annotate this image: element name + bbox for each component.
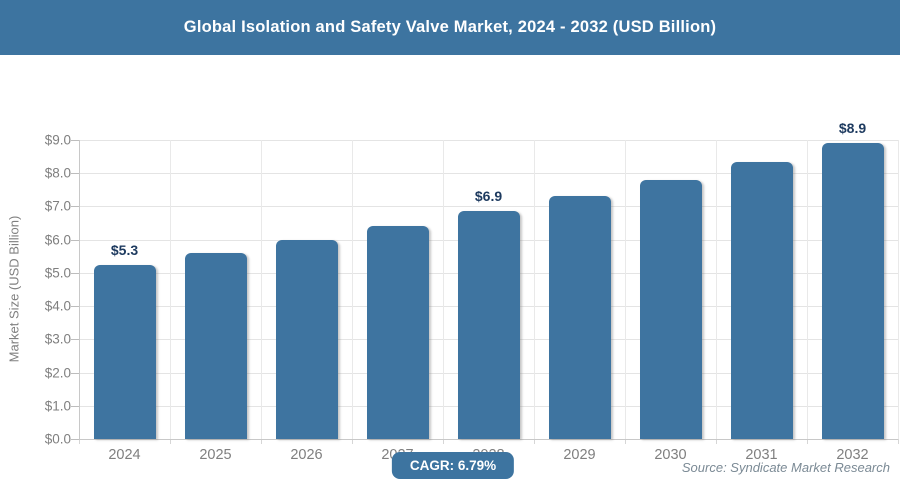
y-tick-label: $6.0	[44, 232, 71, 248]
y-axis-title: Market Size (USD Billion)	[6, 215, 22, 363]
y-axis-tick	[71, 306, 79, 308]
gridline-horizontal	[79, 140, 898, 141]
bar	[457, 211, 520, 439]
gridline-horizontal	[79, 206, 898, 208]
bar-value-label: $6.9	[474, 188, 503, 205]
x-tick-label: 2030	[654, 447, 687, 463]
bar	[275, 239, 338, 439]
bar-chart: Market Size (USD Billion) $0.0 $1.0 $2.0 $3…	[0, 55, 900, 463]
y-tick-label: $5.0	[44, 265, 71, 281]
gridline-vertical	[352, 140, 353, 439]
bar-value-label: $5.3	[110, 241, 139, 258]
gridline-vertical	[625, 140, 626, 439]
bar	[639, 179, 702, 439]
y-axis-tick	[71, 439, 79, 440]
source-note: Source: Syndicate Market Research	[681, 460, 890, 475]
y-tick-label: $8.0	[44, 165, 71, 181]
y-tick-label: $4.0	[44, 298, 71, 314]
bar	[184, 252, 247, 439]
gridline-vertical	[716, 140, 717, 439]
y-tick-label: $0.0	[44, 431, 71, 447]
y-axis-tick	[71, 206, 79, 208]
x-axis-tick	[716, 439, 717, 444]
chart-title-banner: Global Isolation and Safety Valve Market…	[0, 0, 900, 55]
gridline-vertical	[534, 140, 535, 439]
x-axis-tick	[534, 439, 535, 444]
x-tick-label: 2032	[836, 447, 869, 463]
y-tick-label: $9.0	[44, 132, 71, 148]
x-axis-tick	[79, 439, 80, 444]
x-axis-tick	[352, 439, 353, 444]
y-axis-tick	[71, 239, 79, 241]
cagr-badge: CAGR: 6.79%	[391, 452, 515, 479]
x-tick-label: 2024	[108, 447, 141, 463]
gridline-vertical	[261, 140, 262, 439]
x-tick-label: 2026	[290, 447, 323, 463]
gridline-vertical	[807, 140, 808, 439]
x-axis-tick	[625, 439, 626, 444]
y-tick-label: $7.0	[44, 198, 71, 214]
plot-area: $0.0 $1.0 $2.0 $3.0 $4.0 $5.0 $6.0 $7.0 $8.0 $9.0…	[45, 120, 899, 463]
bar	[730, 161, 793, 439]
gridline-vertical	[170, 140, 171, 439]
y-axis-line	[79, 140, 80, 439]
y-tick-label: $3.0	[44, 331, 71, 347]
x-tick-label: 2025	[199, 447, 232, 463]
y-tick-label: $1.0	[44, 398, 71, 414]
y-axis-tick	[71, 173, 79, 175]
bar	[548, 196, 611, 439]
y-axis-tick	[71, 372, 79, 374]
x-axis-tick	[261, 439, 262, 444]
x-axis-tick	[170, 439, 171, 444]
y-axis-tick	[71, 339, 79, 341]
chart-footer: CAGR: 6.79% Source: Syndicate Market Res…	[0, 445, 900, 500]
x-axis-tick	[443, 439, 444, 444]
x-tick-label: 2031	[745, 447, 778, 463]
chart-title: Global Isolation and Safety Valve Market…	[183, 18, 717, 36]
bar	[821, 143, 884, 439]
y-axis-tick	[71, 405, 79, 407]
x-tick-label: 2029	[563, 447, 596, 463]
gridline-vertical	[898, 140, 899, 439]
gridline-vertical	[443, 140, 444, 439]
bar	[366, 226, 429, 439]
x-axis-line	[79, 439, 898, 440]
bar	[93, 264, 156, 439]
gridline-horizontal	[79, 173, 898, 175]
y-axis-tick	[71, 272, 79, 274]
x-axis-tick	[807, 439, 808, 444]
y-axis-tick	[71, 140, 79, 141]
x-axis-tick	[898, 439, 899, 444]
bar-value-label: $8.9	[838, 120, 867, 137]
y-tick-label: $2.0	[44, 365, 71, 381]
